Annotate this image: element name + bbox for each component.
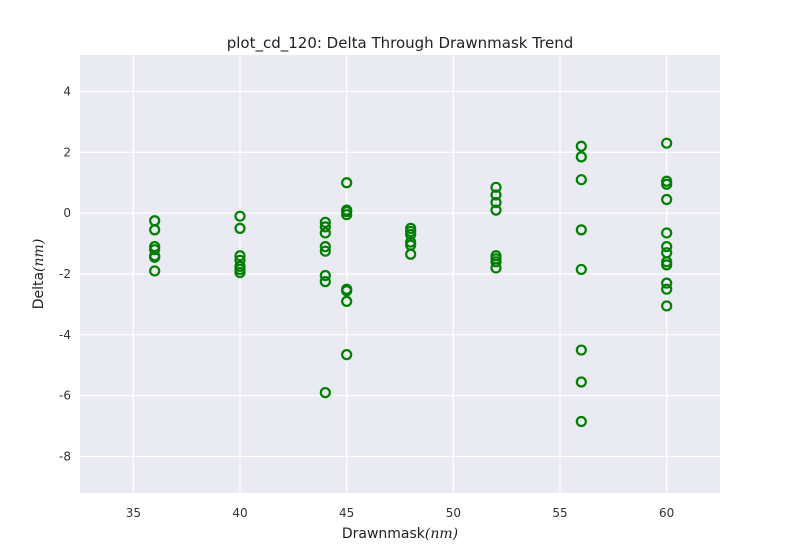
data-point [661,178,673,190]
data-point [319,221,331,233]
data-point [149,265,161,277]
y-tick-label: -4 [59,328,71,342]
data-point [575,140,587,152]
data-points [149,137,673,428]
data-point [661,193,673,206]
data-point [661,241,673,253]
y-tick-label: -6 [59,389,71,403]
y-tick-label: 0 [63,206,71,220]
data-point [319,227,331,239]
data-point [490,256,502,268]
data-point [405,228,417,241]
data-point [149,251,161,263]
x-tick-label: 40 [232,506,247,520]
data-point [234,266,246,279]
data-point [490,204,502,216]
data-point [661,227,673,239]
data-point [661,137,673,149]
data-point [661,283,673,295]
data-point [319,241,331,253]
data-point [490,262,502,274]
y-tick-label: 2 [63,145,71,159]
y-axis-title: Delta(nm) [31,239,47,310]
data-point [490,189,502,201]
data-point [234,250,246,262]
data-point [319,276,331,288]
data-point [575,174,587,186]
y-axis-title-text: Delta [31,272,47,309]
data-point [319,216,331,228]
y-tick-label: 4 [63,85,71,99]
data-point [341,209,353,221]
data-point [661,300,673,312]
x-axis-title-text: Drawnmask [342,526,426,542]
data-point [319,245,331,257]
y-axis-title-unit: (nm) [31,239,47,272]
data-point [575,376,587,388]
data-point [575,344,587,356]
data-point [575,415,587,428]
y-tick-label: -8 [59,450,71,464]
data-point [319,269,331,282]
y-tick-label: -2 [59,267,71,281]
data-point [319,387,331,399]
data-point [341,295,353,307]
data-point [234,222,246,234]
x-tick-label: 60 [659,506,674,520]
data-point [341,349,353,361]
x-axis-title-unit: (nm) [425,526,458,542]
x-tick-label: 35 [126,506,141,520]
data-point [341,285,353,297]
data-point [661,259,673,271]
data-point [575,224,587,236]
x-tick-label: 55 [552,506,567,520]
data-point [149,224,161,236]
x-tick-label: 45 [339,506,354,520]
data-point [490,181,502,193]
data-point [575,263,587,276]
tick-labels: 35 40 45 50 55 60 -8 -6 -4 -2 0 2 4 [59,85,674,521]
data-point [149,244,161,256]
x-tick-label: 50 [446,506,461,520]
data-point [490,196,502,209]
data-point [234,210,246,222]
data-point [661,277,673,289]
data-point [405,248,417,260]
x-axis-title: Drawnmask(nm) [342,526,458,542]
data-point [341,177,353,189]
data-point [575,151,587,163]
chart-title: plot_cd_120: Delta Through Drawnmask Tre… [227,34,574,53]
